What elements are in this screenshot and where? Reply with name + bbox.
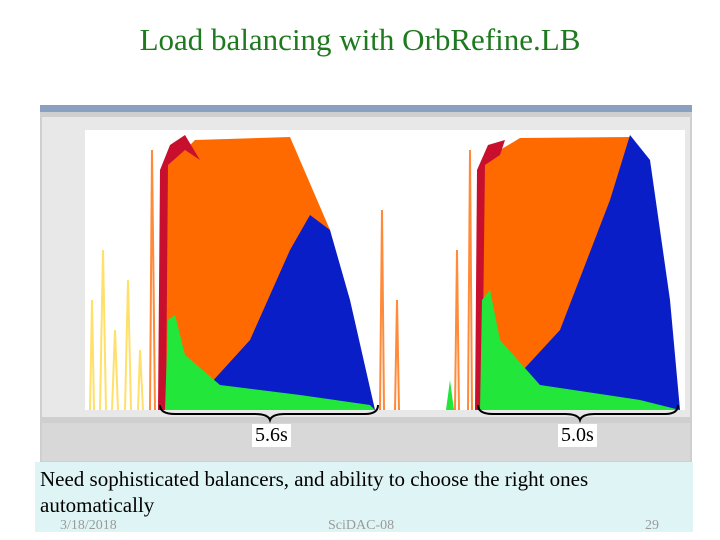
- spikes: [149, 149, 473, 411]
- profile-areas: [89, 135, 680, 424]
- duration-label: 5.0s: [558, 424, 597, 447]
- area: [446, 380, 454, 410]
- footer-date: 3/18/2018: [60, 518, 117, 533]
- footer-page: 29: [645, 518, 659, 533]
- area: [500, 135, 680, 410]
- callout: Need sophisticated balancers, and abilit…: [35, 462, 693, 532]
- slide-title: Load balancing with OrbRefine.LB: [139, 22, 581, 57]
- screenshot: [40, 105, 692, 465]
- area: [200, 215, 375, 410]
- area: [158, 135, 200, 410]
- brace: [477, 404, 679, 424]
- footer-event: SciDAC-08: [328, 518, 395, 533]
- duration-label: 5.6s: [252, 424, 291, 447]
- area: [165, 315, 375, 410]
- title-bar: [40, 105, 692, 112]
- area: [480, 290, 680, 410]
- brace: [159, 404, 379, 424]
- spikes: [89, 249, 144, 411]
